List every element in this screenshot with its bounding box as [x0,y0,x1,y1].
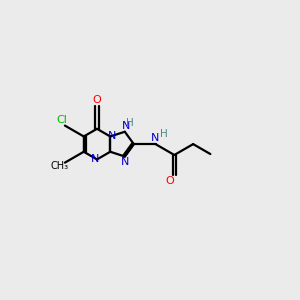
Text: N: N [107,131,116,141]
Text: N: N [121,157,129,167]
Text: O: O [93,95,101,105]
Text: H: H [126,118,134,128]
Text: H: H [160,129,168,139]
Text: N: N [91,154,100,164]
Text: N: N [151,133,160,142]
Text: N: N [122,122,130,131]
Text: Cl: Cl [56,115,68,125]
Text: O: O [166,176,174,186]
Text: CH₃: CH₃ [51,160,69,171]
